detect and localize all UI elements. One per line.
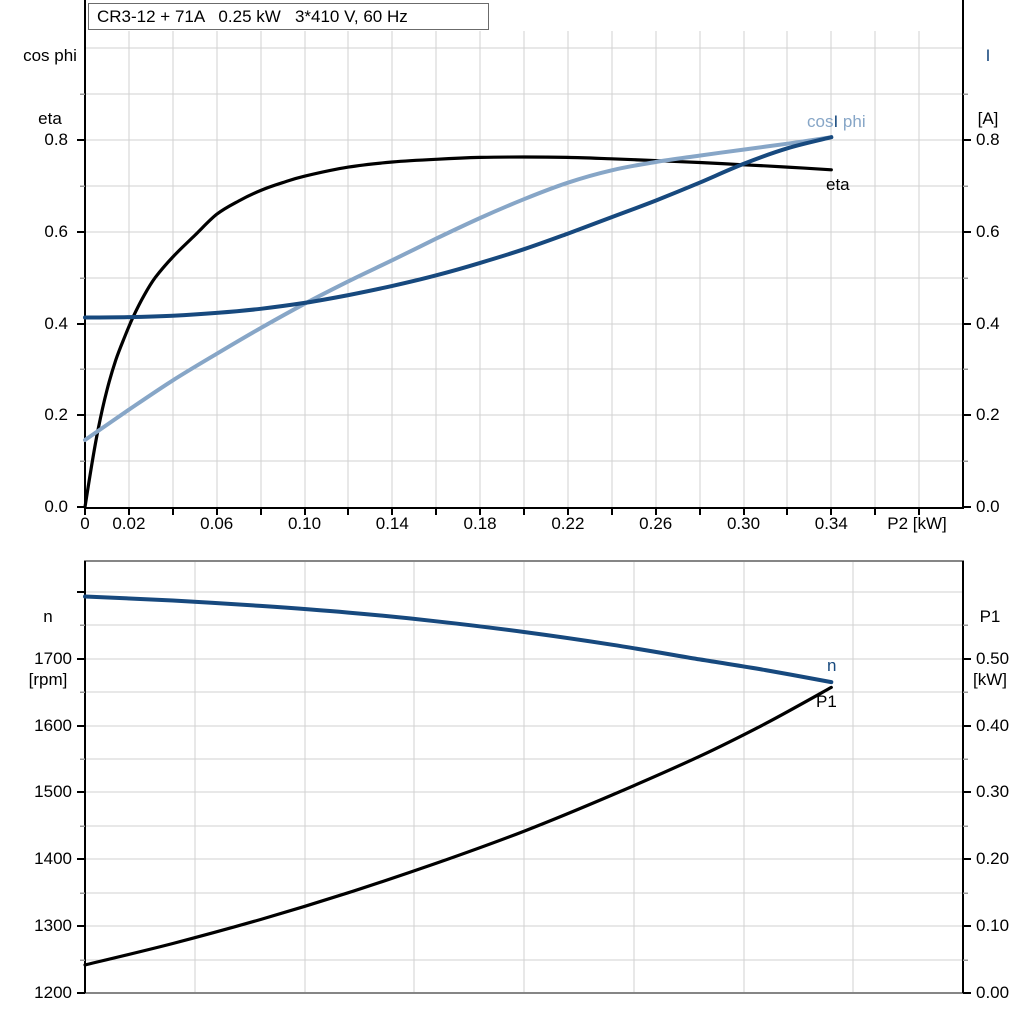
bottom-left-tick-label: 1200 bbox=[34, 983, 72, 1002]
top-right-tick-label: 0.8 bbox=[976, 130, 1000, 149]
n-curve-label: n bbox=[827, 656, 837, 675]
bottom-right-tick-label: 0.50 bbox=[976, 648, 1010, 668]
eta-axis-label: eta bbox=[38, 109, 62, 128]
top-left-tick-label: 0.2 bbox=[44, 405, 68, 425]
cos-phi-axis-label: cos phi bbox=[23, 46, 77, 65]
chart-title: CR3-12 + 71A 0.25 kW 3*410 V, 60 Hz bbox=[97, 7, 408, 26]
top-left-axis-label: cos phi eta bbox=[10, 3, 90, 171]
bottom-left-tick-label: 1600 bbox=[34, 715, 72, 735]
curve-label-part: cos bbox=[807, 112, 834, 131]
curve-label-part: phi bbox=[838, 112, 866, 131]
p1-curve bbox=[83, 685, 833, 967]
top-x-tick-label: 0.22 bbox=[551, 514, 585, 533]
top-x-tick-label: 0.30 bbox=[726, 514, 761, 533]
top-x-tick-label: 0.34 bbox=[814, 514, 848, 533]
top-left-tick-label: 0.8 bbox=[44, 130, 68, 149]
p2-axis-title: P2 [kW] bbox=[887, 514, 947, 533]
top-x-tick-label: 0.10 bbox=[287, 514, 322, 533]
bottom-left-tick-label: 1700 bbox=[34, 648, 72, 668]
n-speed-curve bbox=[83, 594, 834, 685]
top-left-tick-label: 0.4 bbox=[44, 313, 68, 333]
top-x-tick-label: 0.26 bbox=[639, 514, 673, 533]
bottom-left-tick-label: 1500 bbox=[34, 782, 72, 802]
top-x-tick-label: 0.02 bbox=[112, 514, 146, 533]
bottom-left-axis-label: n [rpm] bbox=[8, 564, 88, 732]
top-right-tick-label: 0.2 bbox=[976, 405, 1000, 425]
chart-title-box: CR3-12 + 71A 0.25 kW 3*410 V, 60 Hz bbox=[88, 3, 489, 30]
bottom-right-tick-label: 0.20 bbox=[976, 849, 1010, 869]
top-right-tick-label: 0.6 bbox=[976, 221, 1000, 241]
current-axis-label: I bbox=[985, 46, 991, 65]
curve-label-part: I bbox=[833, 112, 839, 131]
p1-curve-label: P1 bbox=[816, 692, 837, 711]
speed-axis-label: n bbox=[43, 607, 53, 626]
eta-curve bbox=[83, 155, 833, 509]
current-i-curve bbox=[83, 135, 834, 320]
bottom-right-axis-label: P1 [kW] bbox=[962, 564, 1018, 732]
bottom-right-tick-label: 0.10 bbox=[976, 916, 1010, 936]
top-x-tick-label: 0 bbox=[80, 514, 90, 533]
top-x-tick-label: 0.06 bbox=[200, 514, 234, 533]
bottom-right-tick-label: 0.30 bbox=[976, 782, 1010, 802]
cos-phi-and-i-curve-label: cosI phi bbox=[807, 112, 866, 132]
p1-axis-label: P1 bbox=[979, 607, 1001, 626]
top-right-tick-label: 0.4 bbox=[976, 313, 1000, 333]
bottom-right-tick-label: 0.40 bbox=[976, 715, 1010, 735]
cos-phi-curve bbox=[83, 135, 834, 443]
rpm-unit-label: [rpm] bbox=[28, 670, 68, 689]
top-right-tick-label: 0.0 bbox=[976, 497, 1000, 516]
bottom-left-tick-label: 1400 bbox=[34, 849, 72, 869]
top-right-axis-label: I [A] bbox=[964, 3, 1012, 171]
top-x-tick-label: 0.14 bbox=[375, 514, 409, 533]
kw-unit-label: [kW] bbox=[973, 670, 1007, 689]
eta-curve-label: eta bbox=[826, 175, 850, 194]
ampere-unit-label: [A] bbox=[977, 109, 999, 128]
top-left-tick-label: 0.6 bbox=[44, 221, 68, 241]
top-x-tick-label: 0.18 bbox=[463, 514, 497, 533]
top-left-tick-label: 0.0 bbox=[44, 497, 68, 516]
bottom-left-tick-label: 1300 bbox=[34, 916, 72, 936]
bottom-right-tick-label: 0.00 bbox=[976, 983, 1010, 1002]
